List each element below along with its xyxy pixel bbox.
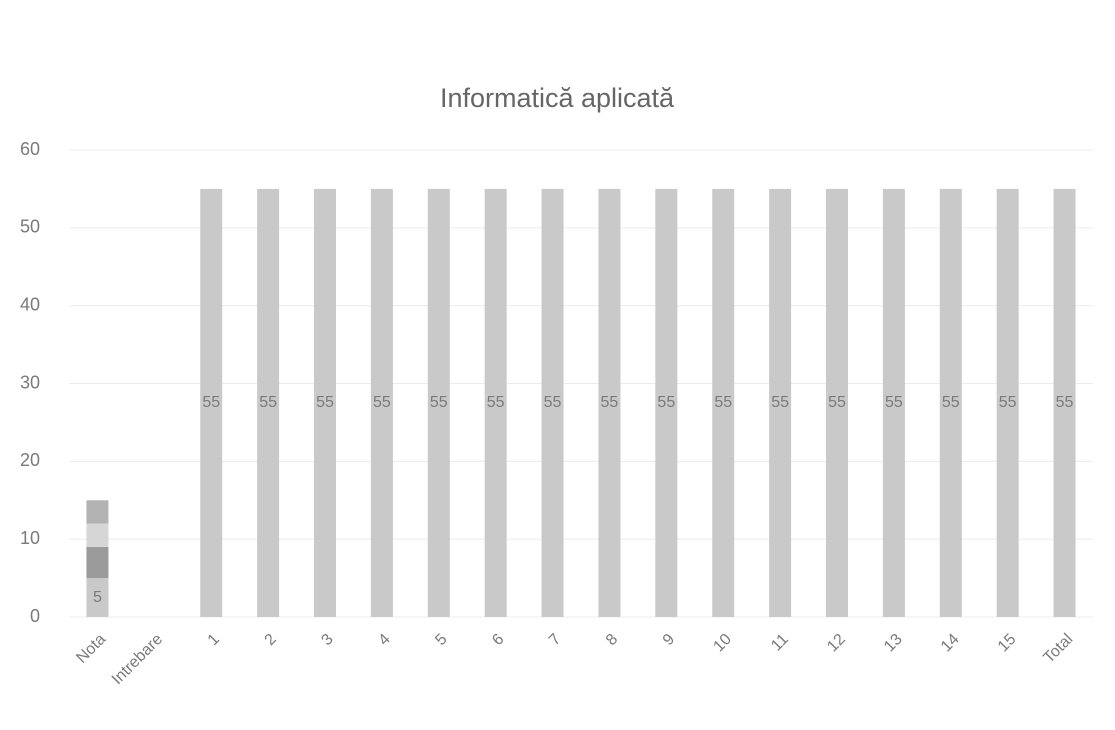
bar-segment [484,188,507,617]
bar-segment [200,188,223,617]
data-label: 55 [544,394,562,411]
bar-segment [370,188,393,617]
bar-segment [314,188,336,617]
data-label: 55 [202,394,220,411]
bar-segment [939,188,962,617]
bar-segment [598,188,621,617]
data-label: 55 [999,394,1017,411]
bar-segment [86,546,109,579]
data-label: 55 [828,394,846,411]
data-label: 55 [601,394,619,411]
bar-segment [826,188,848,617]
bar-segment [427,188,450,617]
bar-segment [882,188,905,617]
bar-segment [541,188,564,617]
bar-segment [712,188,735,617]
y-tick-label: 20 [20,450,40,470]
bar-segment [769,188,792,617]
data-label: 55 [714,394,732,411]
data-label: 55 [885,394,903,411]
y-tick-label: 40 [20,294,40,314]
data-label: 55 [316,394,334,411]
data-label: 55 [1056,394,1074,411]
bar-segment [257,188,280,617]
data-label: 55 [430,394,448,411]
y-tick-label: 60 [20,139,40,159]
chart-title: Informatică aplicată [440,83,675,113]
bar-segment [655,188,678,617]
data-label: 55 [259,394,277,411]
bar-segment [86,578,109,617]
data-label: 55 [487,394,505,411]
bar-segment [1053,188,1076,617]
data-label: 55 [771,394,789,411]
data-label: 55 [657,394,675,411]
bar-segment [86,523,109,547]
data-label: 5 [93,589,102,606]
y-tick-label: 30 [20,372,40,392]
y-tick-label: 50 [20,217,40,237]
bar-segment [996,188,1019,617]
data-label: 55 [942,394,960,411]
y-tick-label: 0 [30,606,40,626]
y-tick-label: 10 [20,528,40,548]
bar-segment [86,500,109,524]
data-label: 55 [373,394,391,411]
